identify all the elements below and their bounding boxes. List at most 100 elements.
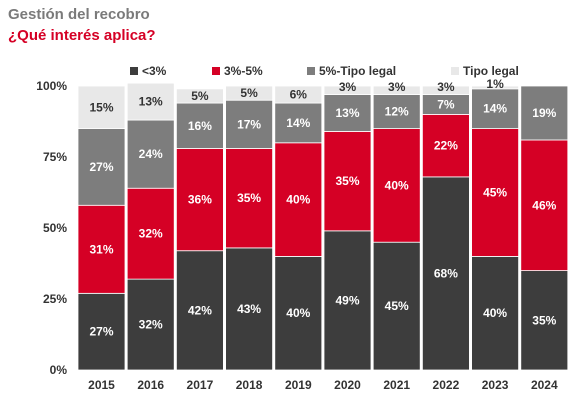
bar-segment-2020-2: [323, 94, 372, 132]
bar-segment-2021-3: [372, 85, 421, 95]
data-label-2018-1: 35%: [237, 191, 261, 205]
data-label-2021-2: 12%: [385, 105, 409, 119]
data-label-2019-0: 40%: [286, 306, 310, 320]
x-tick-label-2023: 2023: [482, 378, 509, 392]
bar-segment-2022-3: [421, 85, 470, 95]
legend-label-2: 5%-Tipo legal: [319, 64, 396, 78]
data-label-2020-1: 35%: [335, 174, 359, 188]
bar-segment-2024-1: [520, 139, 569, 272]
bar-segment-2020-3: [323, 85, 372, 95]
data-label-2018-0: 43%: [237, 302, 261, 316]
data-label-2015-0: 27%: [89, 325, 113, 339]
bar-segment-2021-1: [372, 128, 421, 243]
data-label-2019-3: 6%: [290, 88, 308, 102]
data-label-2016-0: 32%: [139, 318, 163, 332]
bar-segment-2015-3: [77, 85, 126, 129]
bar-segment-2018-2: [225, 99, 274, 149]
y-tick-label-100: 100%: [36, 79, 67, 93]
bar-segment-2019-2: [274, 102, 323, 144]
bar-segment-2020-0: [323, 230, 372, 371]
x-tick-label-2016: 2016: [137, 378, 164, 392]
x-tick-label-2017: 2017: [187, 378, 214, 392]
data-label-2023-1: 45%: [483, 186, 507, 200]
x-axis: 2015 2016 2017 2018 2019 2020 2021 2022 2023 2024: [88, 378, 558, 392]
legend-label-0: <3%: [142, 64, 167, 78]
bar-segment-2024-2: [520, 85, 569, 141]
bar-segment-2019-1: [274, 142, 323, 257]
legend-swatch-0: [130, 67, 138, 75]
bar-segment-2021-2: [372, 94, 421, 129]
data-label-2024-1: 46%: [532, 198, 556, 212]
data-label-2018-3: 5%: [240, 86, 258, 100]
data-label-2022-2: 7%: [437, 97, 455, 111]
data-label-2018-2: 17%: [237, 117, 261, 131]
chart-subtitle: ¿Qué interés aplica?: [8, 27, 156, 44]
data-label-2020-3: 3%: [339, 80, 357, 94]
bar-segment-2015-2: [77, 128, 126, 206]
y-tick-label-0: 0%: [50, 363, 68, 377]
bar-segment-2018-3: [225, 85, 274, 101]
data-label-2021-0: 45%: [385, 299, 409, 313]
bar-segment-2023-1: [471, 128, 520, 257]
data-label-2017-3: 5%: [191, 89, 209, 103]
legend: <3% 3%-5% 5%-Tipo legal Tipo legal: [130, 64, 519, 78]
legend-label-1: 3%-5%: [224, 64, 263, 78]
data-label-2015-3: 15%: [89, 100, 113, 114]
bar-segment-2015-0: [77, 292, 126, 371]
x-tick-label-2018: 2018: [236, 378, 263, 392]
data-label-2017-1: 36%: [188, 193, 212, 207]
data-label-2019-2: 14%: [286, 116, 310, 130]
x-tick-label-2022: 2022: [433, 378, 460, 392]
data-label-2017-0: 42%: [188, 303, 212, 317]
data-label-2019-1: 40%: [286, 193, 310, 207]
data-label-2016-3: 13%: [139, 95, 163, 109]
bar-segment-2023-3: [471, 85, 520, 90]
data-label-2020-2: 13%: [335, 106, 359, 120]
data-label-2023-2: 14%: [483, 102, 507, 116]
data-label-2022-3: 3%: [437, 80, 455, 94]
bar-segment-2015-1: [77, 204, 126, 294]
legend-label-3: Tipo legal: [463, 64, 519, 78]
bar-segment-2018-0: [225, 247, 274, 371]
bar-segment-2019-0: [274, 255, 323, 371]
x-tick-label-2024: 2024: [531, 378, 558, 392]
data-label-2023-3: 1%: [486, 77, 504, 91]
data-label-2021-1: 40%: [385, 178, 409, 192]
y-tick-label-75: 75%: [43, 150, 67, 164]
bar-segment-2017-3: [175, 88, 224, 104]
x-tick-label-2019: 2019: [285, 378, 312, 392]
data-label-2024-0: 35%: [532, 313, 556, 327]
data-label-2023-0: 40%: [483, 306, 507, 320]
chart-title: Gestión del recobro: [8, 6, 150, 23]
bar-segment-2023-2: [471, 88, 520, 129]
bar-segment-2019-3: [274, 85, 323, 104]
data-label-2015-1: 31%: [89, 242, 113, 256]
data-label-2015-2: 27%: [89, 160, 113, 174]
data-labels: 27% 31% 27% 15% 32% 32% 24% 13% 42% 36% 16% 5% 43% 35…: [89, 77, 556, 339]
bar-segment-2017-0: [175, 250, 224, 371]
data-label-2021-3: 3%: [388, 80, 406, 94]
bar-segment-2016-2: [126, 119, 175, 189]
bar-segment-2020-1: [323, 131, 372, 232]
y-tick-label-50: 50%: [43, 221, 67, 235]
bars: [77, 82, 569, 371]
bar-segment-2017-1: [175, 148, 224, 252]
legend-swatch-3: [451, 67, 459, 75]
data-label-2020-0: 49%: [335, 293, 359, 307]
x-tick-label-2020: 2020: [334, 378, 361, 392]
bar-segment-2016-3: [126, 82, 175, 121]
data-label-2016-1: 32%: [139, 227, 163, 241]
x-tick-label-2021: 2021: [383, 378, 410, 392]
x-tick-label-2015: 2015: [88, 378, 115, 392]
bar-segment-2018-1: [225, 148, 274, 249]
data-label-2016-2: 24%: [139, 147, 163, 161]
data-label-2017-2: 16%: [188, 119, 212, 133]
data-label-2022-0: 68%: [434, 266, 458, 280]
legend-swatch-1: [212, 67, 220, 75]
data-label-2022-1: 22%: [434, 139, 458, 153]
y-tick-label-25: 25%: [43, 292, 67, 306]
y-axis: 0% 25% 50% 75% 100%: [36, 79, 67, 377]
legend-swatch-2: [307, 67, 315, 75]
data-label-2024-2: 19%: [532, 106, 556, 120]
